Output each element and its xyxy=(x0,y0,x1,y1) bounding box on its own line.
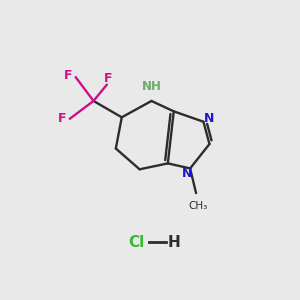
Text: F: F xyxy=(104,72,112,85)
Text: Cl: Cl xyxy=(128,235,145,250)
Text: N: N xyxy=(204,112,214,125)
Text: H: H xyxy=(167,235,180,250)
Text: F: F xyxy=(64,69,73,82)
Text: F: F xyxy=(58,112,67,125)
Text: NH: NH xyxy=(142,80,161,94)
Text: CH₃: CH₃ xyxy=(188,201,207,212)
Text: N: N xyxy=(182,167,192,180)
